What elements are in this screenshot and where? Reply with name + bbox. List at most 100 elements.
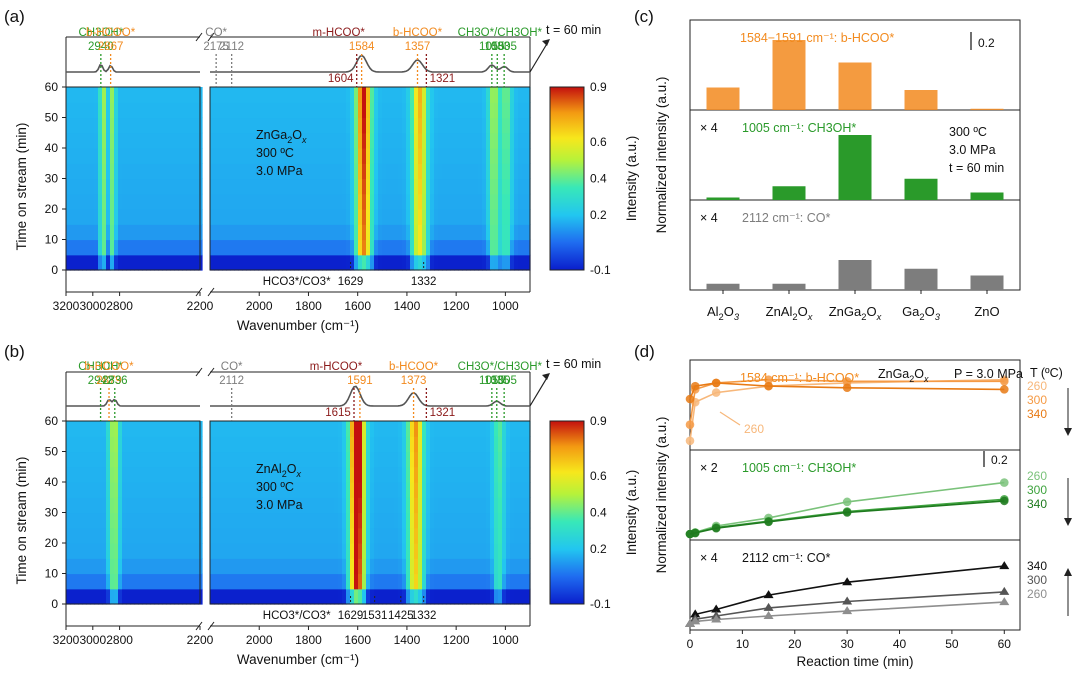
heat-cell xyxy=(110,102,115,119)
heat-cell xyxy=(446,512,451,529)
heat-cell xyxy=(466,482,471,498)
heat-cell xyxy=(218,148,223,164)
heat-cell xyxy=(66,178,71,195)
heat-cell xyxy=(282,254,287,271)
heat-cell xyxy=(342,224,347,241)
band-label: 1604 xyxy=(328,73,354,85)
heat-cell xyxy=(210,178,215,195)
heat-cell xyxy=(154,87,159,103)
heat-cell xyxy=(158,102,163,119)
heat-cell xyxy=(410,148,415,164)
heat-cell xyxy=(234,421,239,437)
heat-cell xyxy=(498,421,503,437)
heat-cell xyxy=(490,132,495,149)
heat-cell xyxy=(158,421,163,437)
heat-cell xyxy=(450,482,455,498)
heat-cell xyxy=(338,102,343,119)
heat-cell xyxy=(330,512,335,529)
heat-cell xyxy=(414,421,419,437)
heat-cell xyxy=(238,87,243,103)
heat-cell xyxy=(342,588,347,605)
heat-cell xyxy=(142,482,147,498)
heat-cell xyxy=(282,193,287,210)
heat-cell xyxy=(210,527,215,544)
heat-cell xyxy=(410,102,415,119)
heat-cell xyxy=(334,543,339,559)
heat-cell xyxy=(522,558,527,575)
heat-cell xyxy=(194,102,199,119)
heat-cell xyxy=(362,421,367,437)
heat-cell xyxy=(362,512,367,529)
heat-cell xyxy=(366,163,371,180)
heat-cell xyxy=(338,254,343,271)
heat-cell xyxy=(194,132,199,149)
heat-cell xyxy=(382,87,387,103)
heat-cell xyxy=(470,193,475,210)
heat-cell xyxy=(454,87,459,103)
heat-cell xyxy=(110,132,115,149)
heat-cell xyxy=(342,436,347,453)
heat-cell xyxy=(346,132,351,149)
heat-cell xyxy=(482,163,487,180)
heat-cell xyxy=(250,497,255,514)
heat-cell xyxy=(326,102,331,119)
heat-cell xyxy=(470,482,475,498)
heat-cell xyxy=(150,436,155,453)
heat-cell xyxy=(298,193,303,210)
heat-cell xyxy=(450,148,455,164)
x-tick-label: 20 xyxy=(788,637,802,651)
heat-cell xyxy=(490,117,495,134)
heat-cell xyxy=(498,117,503,134)
heat-cell xyxy=(122,132,127,149)
heat-cell xyxy=(386,224,391,241)
heat-cell xyxy=(274,421,279,437)
data-point xyxy=(999,496,1009,506)
heat-cell xyxy=(442,239,447,256)
heat-cell xyxy=(334,451,339,468)
heat-cell xyxy=(238,497,243,514)
heat-cell xyxy=(102,451,107,468)
heat-cell xyxy=(158,209,163,225)
heat-cell xyxy=(86,436,91,453)
heat-cell xyxy=(434,224,439,241)
heat-cell xyxy=(490,451,495,468)
heat-cell xyxy=(482,558,487,575)
heat-cell xyxy=(230,254,235,271)
heat-cell xyxy=(230,239,235,256)
heat-cell xyxy=(86,512,91,529)
heat-cell xyxy=(334,436,339,453)
heat-cell xyxy=(250,87,255,103)
heat-cell xyxy=(406,482,411,498)
heat-cell xyxy=(154,421,159,437)
heat-cell xyxy=(438,497,443,514)
colorbar-tick-label: 0.9 xyxy=(590,414,607,428)
heat-cell xyxy=(66,497,71,514)
heat-cell xyxy=(110,466,115,483)
heat-cell xyxy=(174,193,179,210)
heat-cell xyxy=(426,87,431,103)
heat-cell xyxy=(386,132,391,149)
heat-cell xyxy=(306,558,311,575)
heat-cell xyxy=(230,588,235,605)
heat-cell xyxy=(270,87,275,103)
heat-cell xyxy=(518,573,523,590)
heat-cell xyxy=(278,117,283,134)
heat-cell xyxy=(234,482,239,498)
heat-cell xyxy=(486,148,491,164)
heat-cell xyxy=(234,451,239,468)
heat-cell xyxy=(442,497,447,514)
heat-cell xyxy=(486,543,491,559)
heat-cell xyxy=(166,148,171,164)
heat-cell xyxy=(222,482,227,498)
heat-cell xyxy=(222,543,227,559)
heat-cell xyxy=(190,497,195,514)
heat-cell xyxy=(382,117,387,134)
heat-cell xyxy=(138,466,143,483)
heat-cell xyxy=(270,117,275,134)
heat-cell xyxy=(458,117,463,134)
heat-cell xyxy=(266,254,271,271)
heat-cell xyxy=(126,588,131,605)
data-point xyxy=(763,602,774,611)
heat-cell xyxy=(110,224,115,241)
heat-cell xyxy=(330,543,335,559)
